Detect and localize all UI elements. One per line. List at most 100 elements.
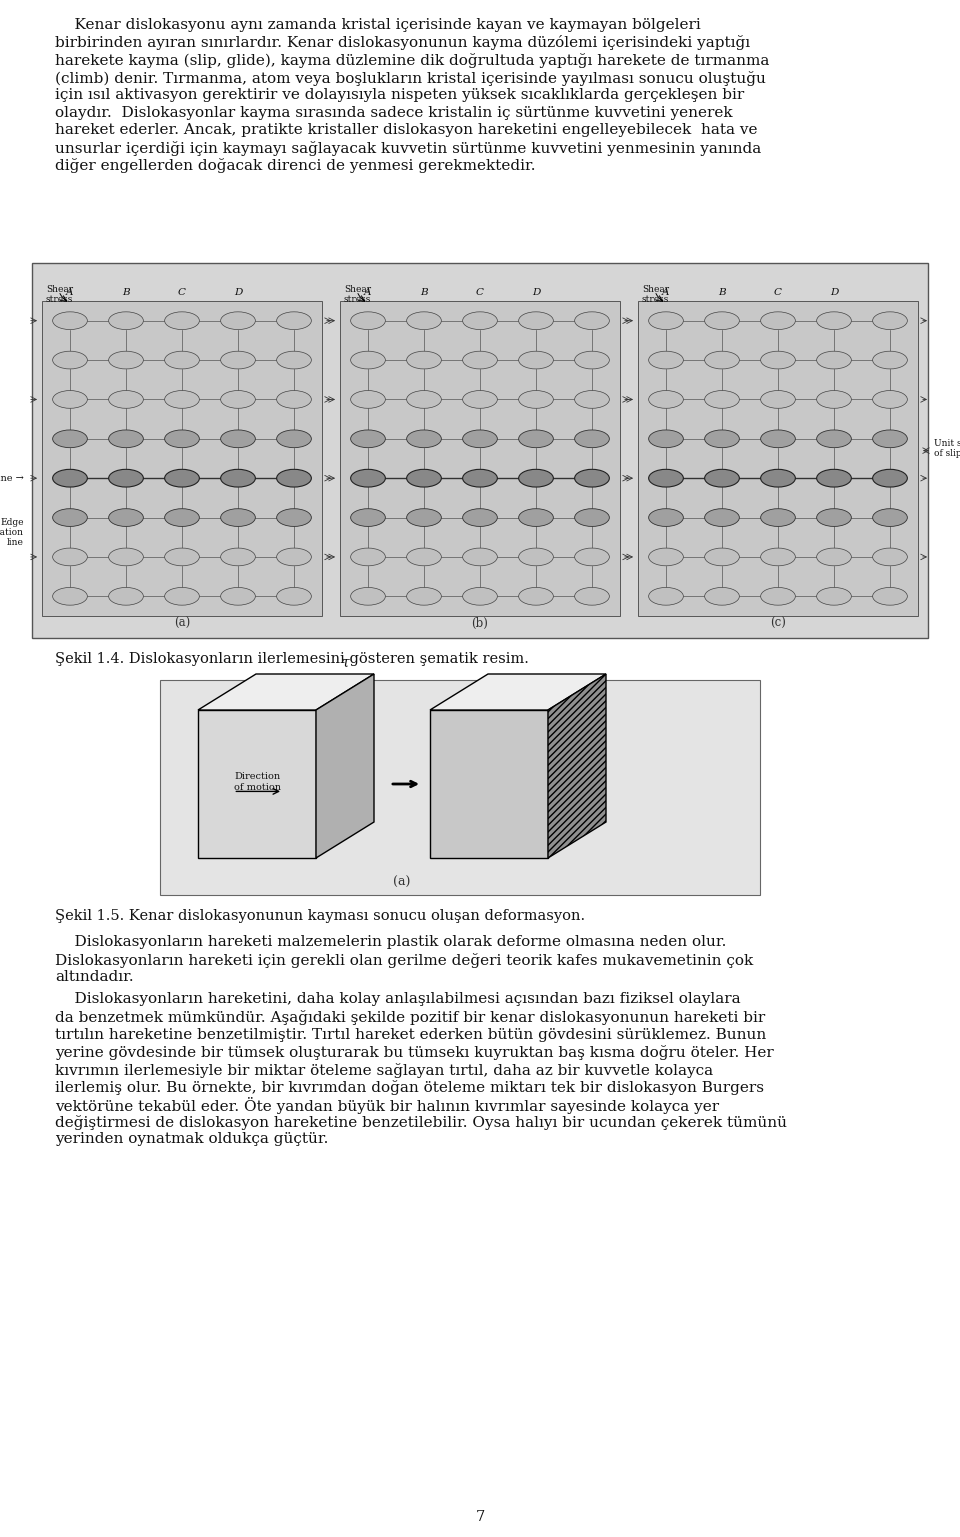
Bar (42, 301, 322, 616)
Ellipse shape (873, 390, 907, 409)
Ellipse shape (108, 509, 143, 526)
Text: için ısıl aktivasyon gerektirir ve dolayısıyla nispeten yüksek sıcaklıklarda ger: için ısıl aktivasyon gerektirir ve dolay… (55, 88, 744, 101)
Ellipse shape (705, 390, 739, 409)
Ellipse shape (463, 549, 497, 566)
Ellipse shape (350, 587, 385, 606)
Text: (a): (a) (394, 876, 411, 888)
Ellipse shape (165, 587, 200, 606)
Ellipse shape (276, 430, 311, 447)
Ellipse shape (575, 350, 610, 369)
Ellipse shape (276, 587, 311, 606)
Ellipse shape (165, 469, 200, 487)
Ellipse shape (108, 587, 143, 606)
Text: D: D (532, 287, 540, 297)
Ellipse shape (575, 390, 610, 409)
Ellipse shape (276, 390, 311, 409)
Text: 7: 7 (475, 1509, 485, 1525)
Text: vektörüne tekabül eder. Öte yandan büyük bir halının kıvrımlar sayesinde kolayca: vektörüne tekabül eder. Öte yandan büyük… (55, 1097, 719, 1114)
Ellipse shape (817, 509, 852, 526)
Text: Unit step
of slip: Unit step of slip (934, 438, 960, 458)
Text: (c): (c) (770, 616, 786, 630)
Ellipse shape (53, 390, 87, 409)
Ellipse shape (649, 350, 684, 369)
Ellipse shape (817, 469, 852, 487)
Ellipse shape (817, 430, 852, 447)
Ellipse shape (518, 430, 553, 447)
Ellipse shape (276, 549, 311, 566)
Ellipse shape (873, 469, 907, 487)
Ellipse shape (108, 430, 143, 447)
Ellipse shape (705, 430, 739, 447)
Ellipse shape (221, 390, 255, 409)
Ellipse shape (705, 469, 739, 487)
Ellipse shape (108, 312, 143, 329)
Text: (a): (a) (174, 616, 190, 630)
Ellipse shape (705, 312, 739, 329)
Ellipse shape (407, 587, 442, 606)
Ellipse shape (108, 390, 143, 409)
Ellipse shape (518, 469, 553, 487)
Text: unsurlar içerdiği için kaymayı sağlayacak kuvvetin sürtünme kuvvetini yenmesinin: unsurlar içerdiği için kaymayı sağlayaca… (55, 140, 761, 155)
Ellipse shape (760, 390, 795, 409)
Text: diğer engellerden doğacak direnci de yenmesi gerekmektedir.: diğer engellerden doğacak direnci de yen… (55, 158, 536, 174)
Text: Slip plane →: Slip plane → (0, 473, 24, 483)
Ellipse shape (350, 390, 385, 409)
Text: birbirinden ayıran sınırlardır. Kenar dislokasyonunun kayma düzólemi içerisindek: birbirinden ayıran sınırlardır. Kenar di… (55, 35, 750, 51)
Ellipse shape (518, 312, 553, 329)
Ellipse shape (108, 469, 143, 487)
Text: D: D (234, 287, 242, 297)
Ellipse shape (53, 549, 87, 566)
Ellipse shape (760, 430, 795, 447)
Text: yerinden oynatmak oldukça güçtür.: yerinden oynatmak oldukça güçtür. (55, 1133, 328, 1147)
Text: Şekil 1.5. Kenar dislokasyonunun kayması sonucu oluşan deformasyon.: Şekil 1.5. Kenar dislokasyonunun kayması… (55, 908, 586, 924)
Ellipse shape (873, 587, 907, 606)
Ellipse shape (760, 469, 795, 487)
Ellipse shape (817, 390, 852, 409)
Ellipse shape (705, 350, 739, 369)
Ellipse shape (760, 549, 795, 566)
Ellipse shape (407, 390, 442, 409)
Text: B: B (420, 287, 428, 297)
Text: Shear
stress: Shear stress (642, 284, 669, 304)
Text: da benzetmek mümkündür. Aşağıdaki şekilde pozitif bir kenar dislokasyonunun hare: da benzetmek mümkündür. Aşağıdaki şekild… (55, 1010, 765, 1025)
Ellipse shape (165, 430, 200, 447)
Text: harekete kayma (slip, glide), kayma düzlemine dik doğrultuda yaptığı harekete de: harekete kayma (slip, glide), kayma düzl… (55, 52, 769, 68)
Ellipse shape (407, 350, 442, 369)
Ellipse shape (649, 587, 684, 606)
Ellipse shape (165, 350, 200, 369)
Text: Dislokasyonların hareketini, daha kolay anlaşılabilmesi açısından bazı fiziksel : Dislokasyonların hareketini, daha kolay … (55, 993, 740, 1007)
Ellipse shape (108, 549, 143, 566)
Ellipse shape (575, 587, 610, 606)
Polygon shape (316, 675, 374, 858)
Ellipse shape (350, 430, 385, 447)
Polygon shape (548, 675, 606, 858)
Ellipse shape (649, 549, 684, 566)
Ellipse shape (165, 390, 200, 409)
Bar (638, 301, 918, 616)
Text: Shear
stress: Shear stress (344, 284, 372, 304)
Ellipse shape (276, 312, 311, 329)
Text: Dislokasyonların hareketi için gerekli olan gerilme değeri teorik kafes mukaveme: Dislokasyonların hareketi için gerekli o… (55, 953, 754, 967)
Text: kıvrımın ilerlemesiyle bir miktar öteleme sağlayan tırtıl, daha az bir kuvvetle : kıvrımın ilerlemesiyle bir miktar ötelem… (55, 1062, 713, 1077)
Ellipse shape (407, 312, 442, 329)
Polygon shape (198, 675, 374, 710)
Polygon shape (430, 710, 548, 858)
Text: Shear
stress: Shear stress (46, 284, 73, 304)
Text: hareket ederler. Ancak, pratikte kristaller dislokasyon hareketini engelleyebile: hareket ederler. Ancak, pratikte kristal… (55, 123, 757, 137)
Ellipse shape (575, 549, 610, 566)
Text: Edge
dislocation
line: Edge dislocation line (0, 518, 24, 547)
Ellipse shape (463, 509, 497, 526)
Ellipse shape (817, 587, 852, 606)
Ellipse shape (463, 350, 497, 369)
Bar (160, 679, 760, 895)
Ellipse shape (53, 587, 87, 606)
Ellipse shape (407, 469, 442, 487)
Ellipse shape (165, 312, 200, 329)
Ellipse shape (873, 549, 907, 566)
Ellipse shape (705, 587, 739, 606)
Ellipse shape (705, 549, 739, 566)
Ellipse shape (518, 587, 553, 606)
Bar (32, 263, 928, 638)
Ellipse shape (649, 430, 684, 447)
Ellipse shape (575, 509, 610, 526)
